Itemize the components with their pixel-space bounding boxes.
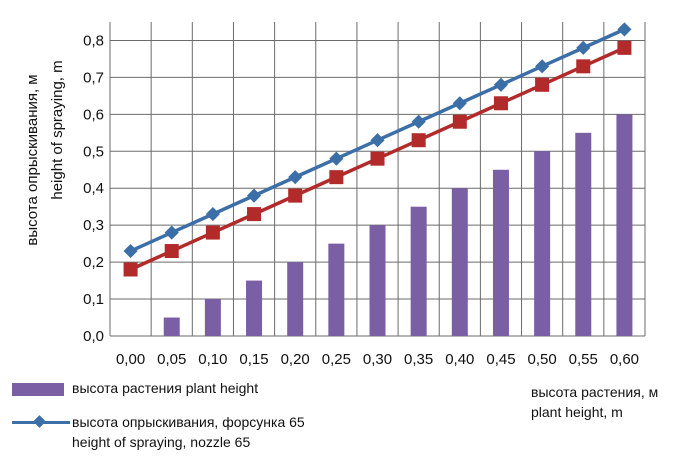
bar [369, 225, 386, 336]
square-marker [617, 40, 632, 55]
x-tick-labels: 0,00 0,05 0,10 0,15 0,20 0,25 0,30 0,35 0,40 0,45… [116, 351, 639, 368]
legend-line-label: высота опрыскивания, форсунка 65 height … [72, 412, 305, 452]
diamond-marker [123, 243, 138, 259]
x-tick-label: 0,50 [528, 351, 557, 368]
square-marker [164, 244, 179, 259]
square-marker [288, 188, 303, 203]
y-tick-label: 0,2 [83, 254, 104, 271]
diamond-marker [246, 188, 262, 203]
x-tick-label: 0,10 [198, 351, 227, 368]
y-axis-label-ru: высота опрыскивания, м [24, 74, 41, 245]
diamond-marker [617, 22, 632, 37]
diamond-marker [493, 77, 509, 92]
square-marker [329, 170, 344, 185]
y-tick-label: 0,0 [83, 328, 104, 345]
legend-line-label-ru: высота опрыскивания, форсунка 65 [72, 414, 305, 430]
y-tick-label: 0,4 [83, 180, 104, 197]
y-tick-label: 0,5 [83, 143, 104, 160]
square-marker [123, 262, 138, 277]
x-tick-label: 0,55 [569, 351, 598, 368]
square-marker [452, 114, 467, 129]
x-tick-label: 0,05 [157, 351, 186, 368]
bar [328, 243, 345, 336]
x-tick-label: 0,00 [116, 351, 145, 368]
x-tick-label: 0,15 [239, 351, 268, 368]
legend-line-label-en: height of spraying, nozzle 65 [72, 434, 251, 450]
diamond-marker [535, 59, 550, 74]
grid-lines [109, 22, 646, 337]
bar-series [163, 114, 633, 337]
y-tick-label: 0,8 [83, 32, 104, 49]
diamond-marker [205, 207, 220, 222]
bar [410, 206, 427, 336]
y-tick-label: 0,1 [83, 291, 104, 308]
x-tick-label: 0,20 [281, 351, 310, 368]
y-axis-label-en: height of spraying, m [49, 60, 66, 199]
bar [575, 132, 592, 336]
bar [534, 151, 551, 336]
bar [287, 262, 304, 336]
bar [204, 299, 221, 336]
x-tick-label: 0,60 [610, 351, 639, 368]
legend-bar-swatch [12, 383, 64, 396]
square-marker [576, 59, 591, 74]
x-tick-label: 0,30 [363, 351, 392, 368]
bar [246, 280, 263, 336]
diamond-marker [288, 170, 303, 185]
x-axis-label-en: plant height, m [531, 404, 623, 420]
y-tick-labels: 0,0 0,1 0,2 0,3 0,4 0,5 0,6 0,7 0,8 [83, 32, 104, 345]
y-tick-label: 0,6 [83, 106, 104, 123]
x-axis-label-ru: высота растения, м [531, 384, 659, 400]
diamond-marker [329, 151, 344, 166]
bar [451, 188, 468, 336]
legend-bar-label: высота растения plant height [72, 380, 259, 396]
line-series [123, 22, 632, 277]
x-axis-label: высота растения, м plant height, m [531, 382, 658, 422]
bar [163, 317, 180, 336]
diamond-marker [411, 114, 426, 129]
bar [492, 169, 509, 336]
diamond-marker [452, 96, 467, 111]
x-tick-label: 0,25 [322, 351, 351, 368]
bar [616, 114, 633, 337]
square-marker [247, 207, 262, 222]
diamond-marker [370, 133, 385, 148]
x-tick-label: 0,40 [445, 351, 474, 368]
square-marker [205, 225, 220, 240]
diamond-marker [164, 225, 179, 240]
square-marker [493, 96, 508, 111]
diamond-marker [576, 40, 591, 55]
square-marker [411, 133, 426, 148]
square-marker [370, 151, 385, 166]
x-tick-label: 0,35 [404, 351, 433, 368]
square-marker [535, 77, 550, 92]
x-tick-label: 0,45 [486, 351, 515, 368]
y-tick-label: 0,3 [83, 217, 104, 234]
y-tick-label: 0,7 [83, 69, 104, 86]
